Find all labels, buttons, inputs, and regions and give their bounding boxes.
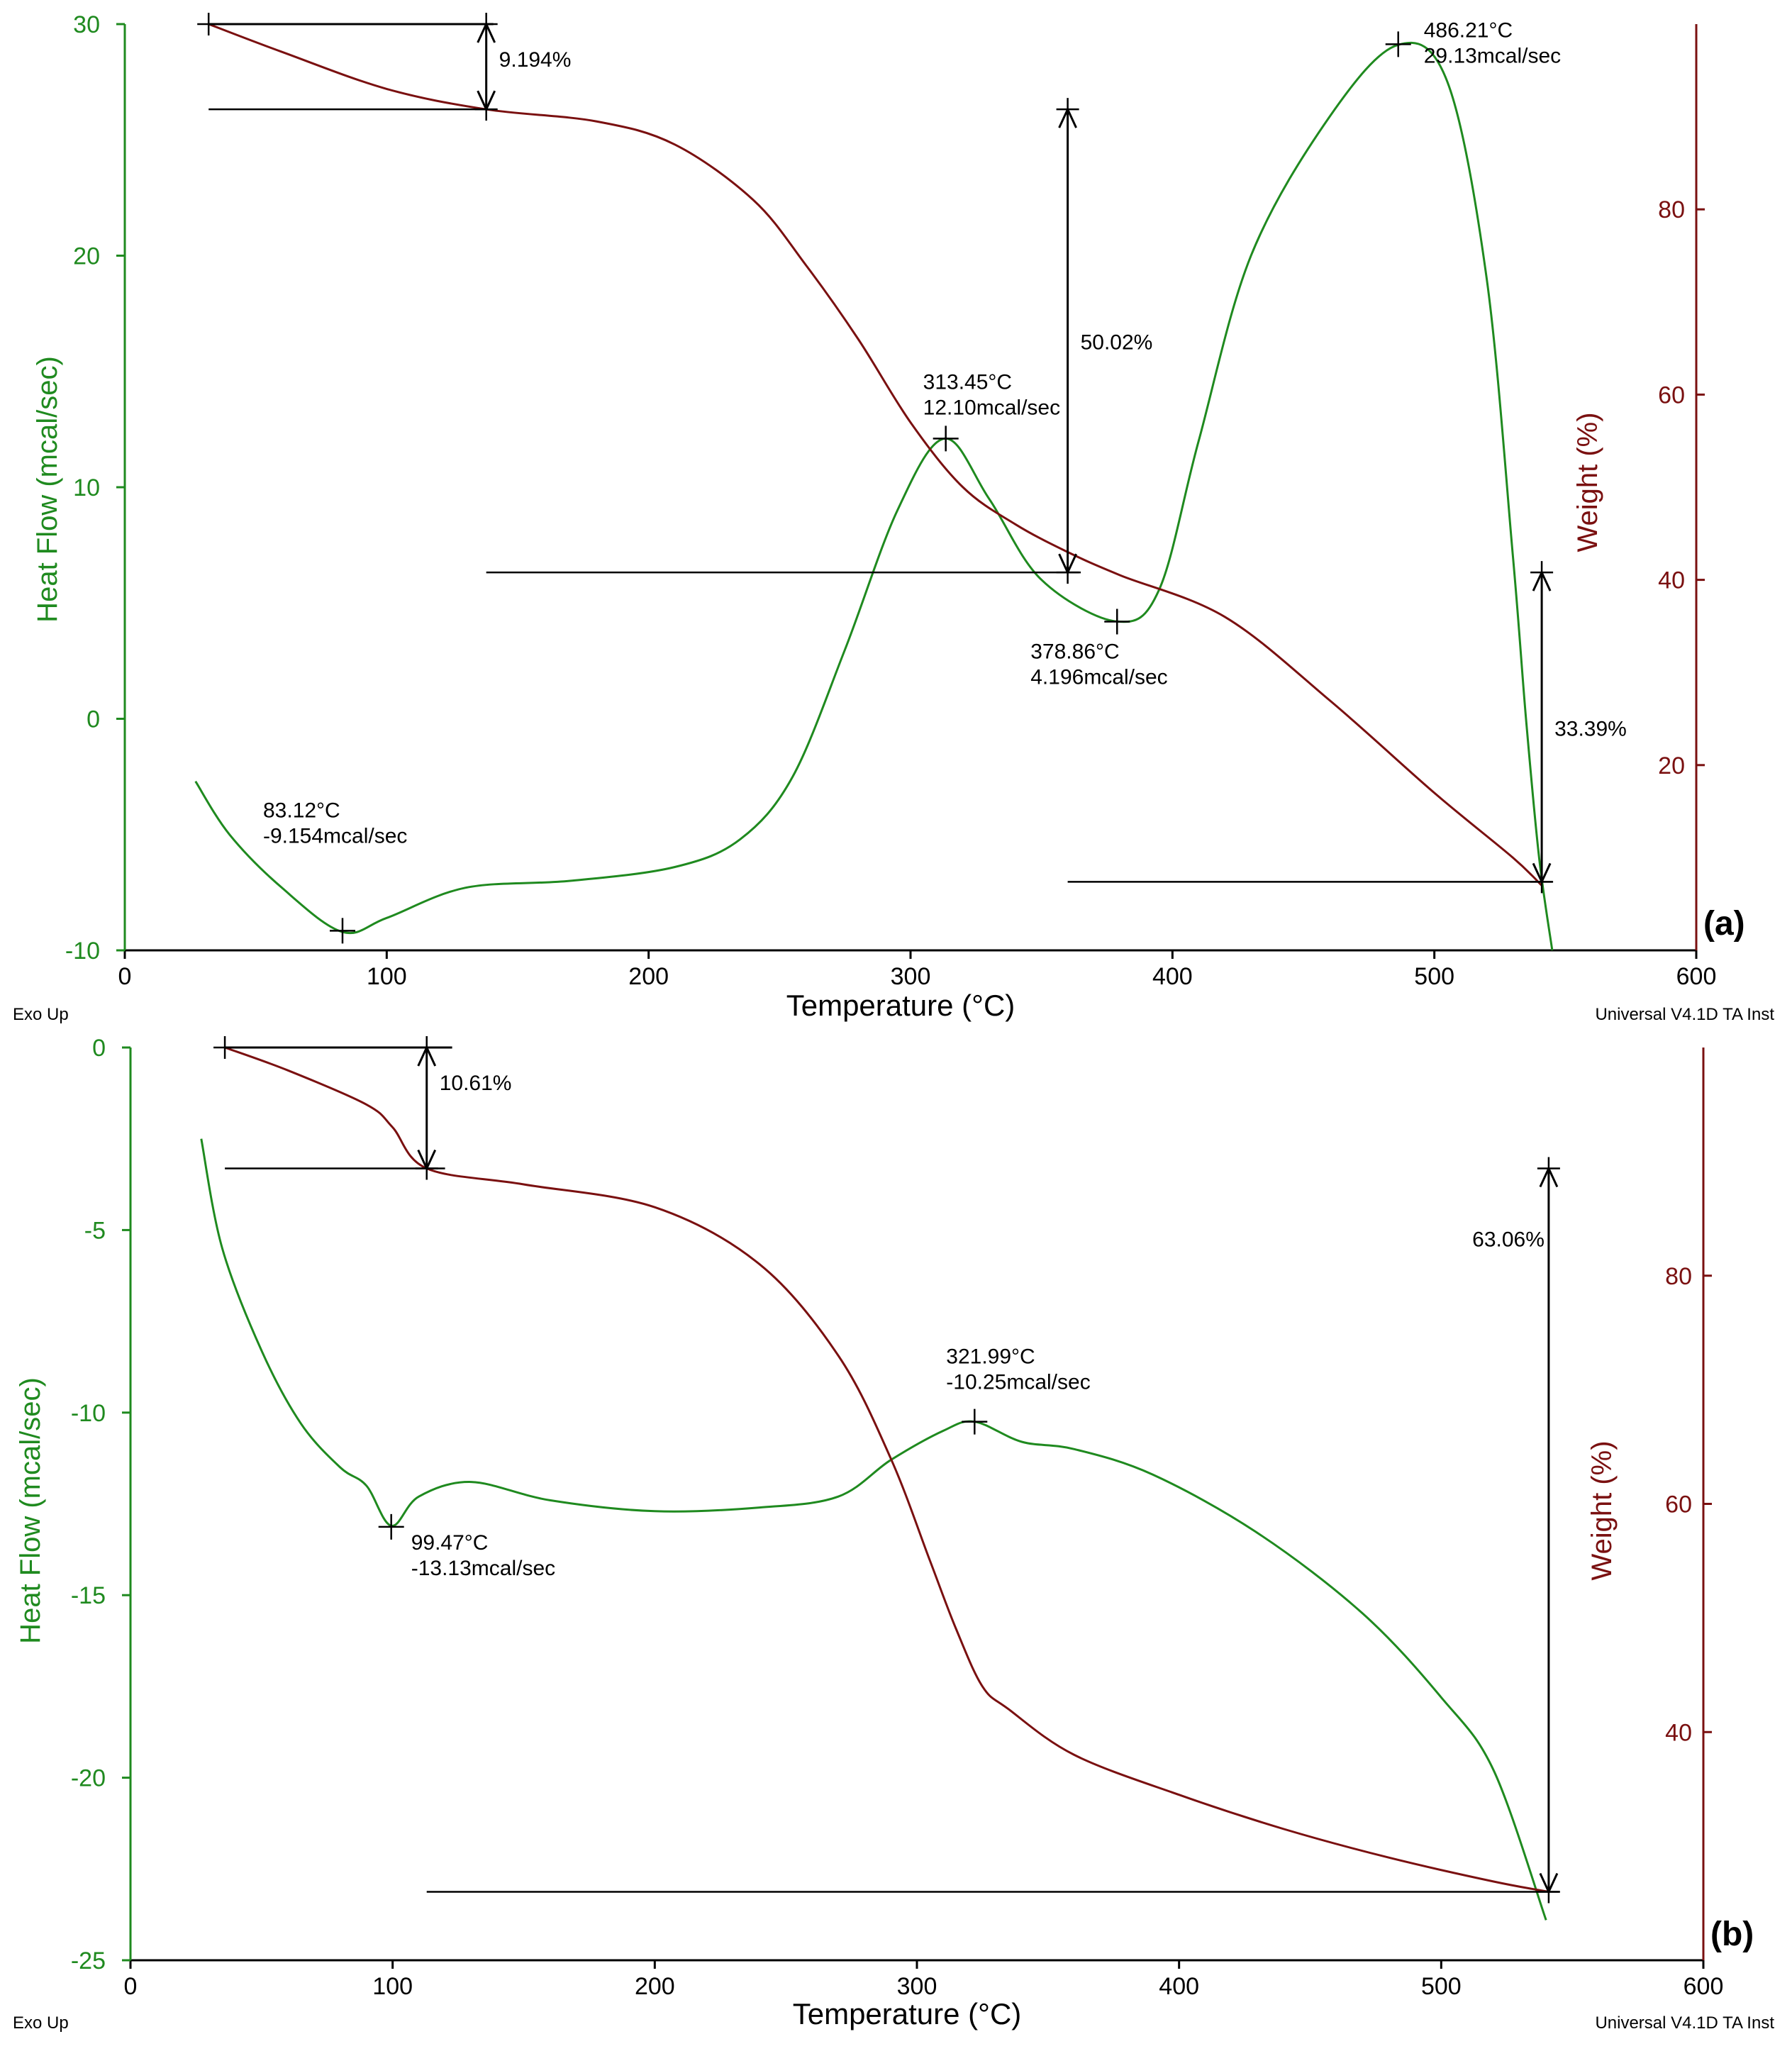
- step-percent-label: 10.61%: [440, 1072, 512, 1095]
- software-version-label: Universal V4.1D TA Inst: [1595, 1005, 1774, 1024]
- step-marker: [1537, 1157, 1560, 1180]
- x-tick-label: 200: [635, 1973, 675, 2000]
- y-left-tick-label: -25: [71, 1947, 106, 1974]
- peak-annotation-text: 4.196mcal/sec: [1030, 666, 1167, 689]
- step-marker: [1530, 870, 1554, 894]
- step-marker: [415, 1157, 438, 1180]
- peak-annotation-text: 83.12°C: [263, 799, 340, 822]
- y-left-axis-title: Heat Flow (mcal/sec): [15, 1377, 46, 1644]
- step-marker: [1530, 561, 1554, 584]
- peak-annotation-text: 29.13mcal/sec: [1424, 44, 1561, 67]
- step-marker: [415, 1036, 438, 1059]
- peak-annotation-text: 378.86°C: [1030, 640, 1119, 664]
- y-left-tick-label: -20: [71, 1765, 106, 1792]
- step-marker: [474, 13, 498, 35]
- y-left-tick-label: 30: [73, 11, 100, 38]
- panel-a: 0 100 200 300 400 500 600 -10 0 10 20 30 20 40 60 80 Tem…: [13, 11, 1774, 1024]
- x-tick-label: 400: [1159, 1973, 1199, 2000]
- y-right-tick-label: 60: [1665, 1491, 1692, 1518]
- peak-annotation-text: 99.47°C: [411, 1531, 489, 1555]
- x-tick-label: 600: [1684, 1973, 1724, 2000]
- peak-annotation-text: -13.13mcal/sec: [411, 1557, 555, 1580]
- y-right-tick-label: 60: [1658, 382, 1685, 409]
- y-left-tick-label: -10: [65, 938, 100, 965]
- y-left-tick-label: -10: [71, 1400, 106, 1427]
- y-left-tick-label: 0: [87, 706, 100, 733]
- software-version-label: Universal V4.1D TA Inst: [1595, 2013, 1774, 2033]
- x-axis-title: Temperature (°C): [793, 1997, 1022, 2030]
- step-percent-label: 50.02%: [1081, 331, 1153, 355]
- y-right-tick-label: 80: [1658, 196, 1685, 223]
- peak-marker: [1104, 609, 1130, 635]
- peak-annotation-text: 313.45°C: [923, 370, 1012, 394]
- x-axis-title: Temperature (°C): [786, 989, 1015, 1022]
- peak-marker: [378, 1513, 404, 1540]
- step-marker: [1056, 561, 1079, 584]
- exo-up-label: Exo Up: [13, 2013, 69, 2033]
- peak-marker: [1385, 31, 1411, 57]
- x-tick-label: 100: [367, 963, 407, 990]
- peak-marker: [933, 426, 959, 452]
- panel-b: 0 100 200 300 400 500 600 -25 -20 -15 -10 -5 0 40 60 80…: [13, 1035, 1774, 2033]
- x-tick-label: 500: [1421, 1973, 1462, 2000]
- peak-annotation-text: -10.25mcal/sec: [946, 1371, 1090, 1394]
- x-tick-label: 0: [118, 963, 132, 990]
- heat-flow-line: [200, 1138, 1547, 1921]
- weight-line: [208, 23, 1543, 887]
- step-percent-label: 33.39%: [1554, 717, 1627, 740]
- step-marker: [474, 98, 498, 121]
- x-tick-label: 200: [628, 963, 669, 990]
- x-tick-label: 300: [897, 1973, 937, 2000]
- start-marker: [213, 1036, 237, 1059]
- y-right-tick-label: 20: [1658, 752, 1685, 779]
- y-right-axis-title: Weight (%): [1572, 412, 1603, 552]
- y-right-tick-label: 40: [1658, 567, 1685, 594]
- step-marker: [1537, 1880, 1560, 1904]
- x-tick-label: 400: [1152, 963, 1193, 990]
- y-left-tick-label: 20: [73, 243, 100, 270]
- start-marker: [197, 13, 221, 35]
- weight-line: [224, 1046, 1549, 1893]
- peak-marker: [962, 1408, 988, 1435]
- y-right-tick-label: 40: [1665, 1719, 1692, 1746]
- step-percent-label: 63.06%: [1472, 1228, 1545, 1252]
- heat-flow-line: [194, 41, 1554, 951]
- x-tick-label: 300: [891, 963, 931, 990]
- x-tick-label: 500: [1414, 963, 1454, 990]
- step-percent-label: 9.194%: [499, 48, 572, 72]
- x-tick-label: 100: [372, 1973, 413, 2000]
- y-right-tick-label: 80: [1665, 1263, 1692, 1290]
- y-left-tick-label: 0: [92, 1035, 106, 1062]
- panel-label: (b): [1710, 1916, 1754, 1953]
- peak-annotation-text: 12.10mcal/sec: [923, 396, 1060, 419]
- peak-annotation-text: 486.21°C: [1424, 18, 1513, 42]
- x-tick-label: 0: [124, 1973, 138, 2000]
- y-left-axis-title: Heat Flow (mcal/sec): [32, 356, 63, 623]
- y-left-tick-label: -15: [71, 1582, 106, 1609]
- exo-up-label: Exo Up: [13, 1005, 69, 1024]
- peak-marker: [329, 918, 355, 944]
- y-left-tick-label: 10: [73, 474, 100, 501]
- x-tick-label: 600: [1676, 963, 1717, 990]
- y-left-tick-label: -5: [84, 1217, 106, 1244]
- step-marker: [1056, 98, 1079, 121]
- peak-annotation-text: -9.154mcal/sec: [263, 824, 407, 848]
- peak-annotation-text: 321.99°C: [946, 1345, 1035, 1369]
- y-right-axis-title: Weight (%): [1586, 1440, 1618, 1580]
- panel-label: (a): [1703, 905, 1745, 943]
